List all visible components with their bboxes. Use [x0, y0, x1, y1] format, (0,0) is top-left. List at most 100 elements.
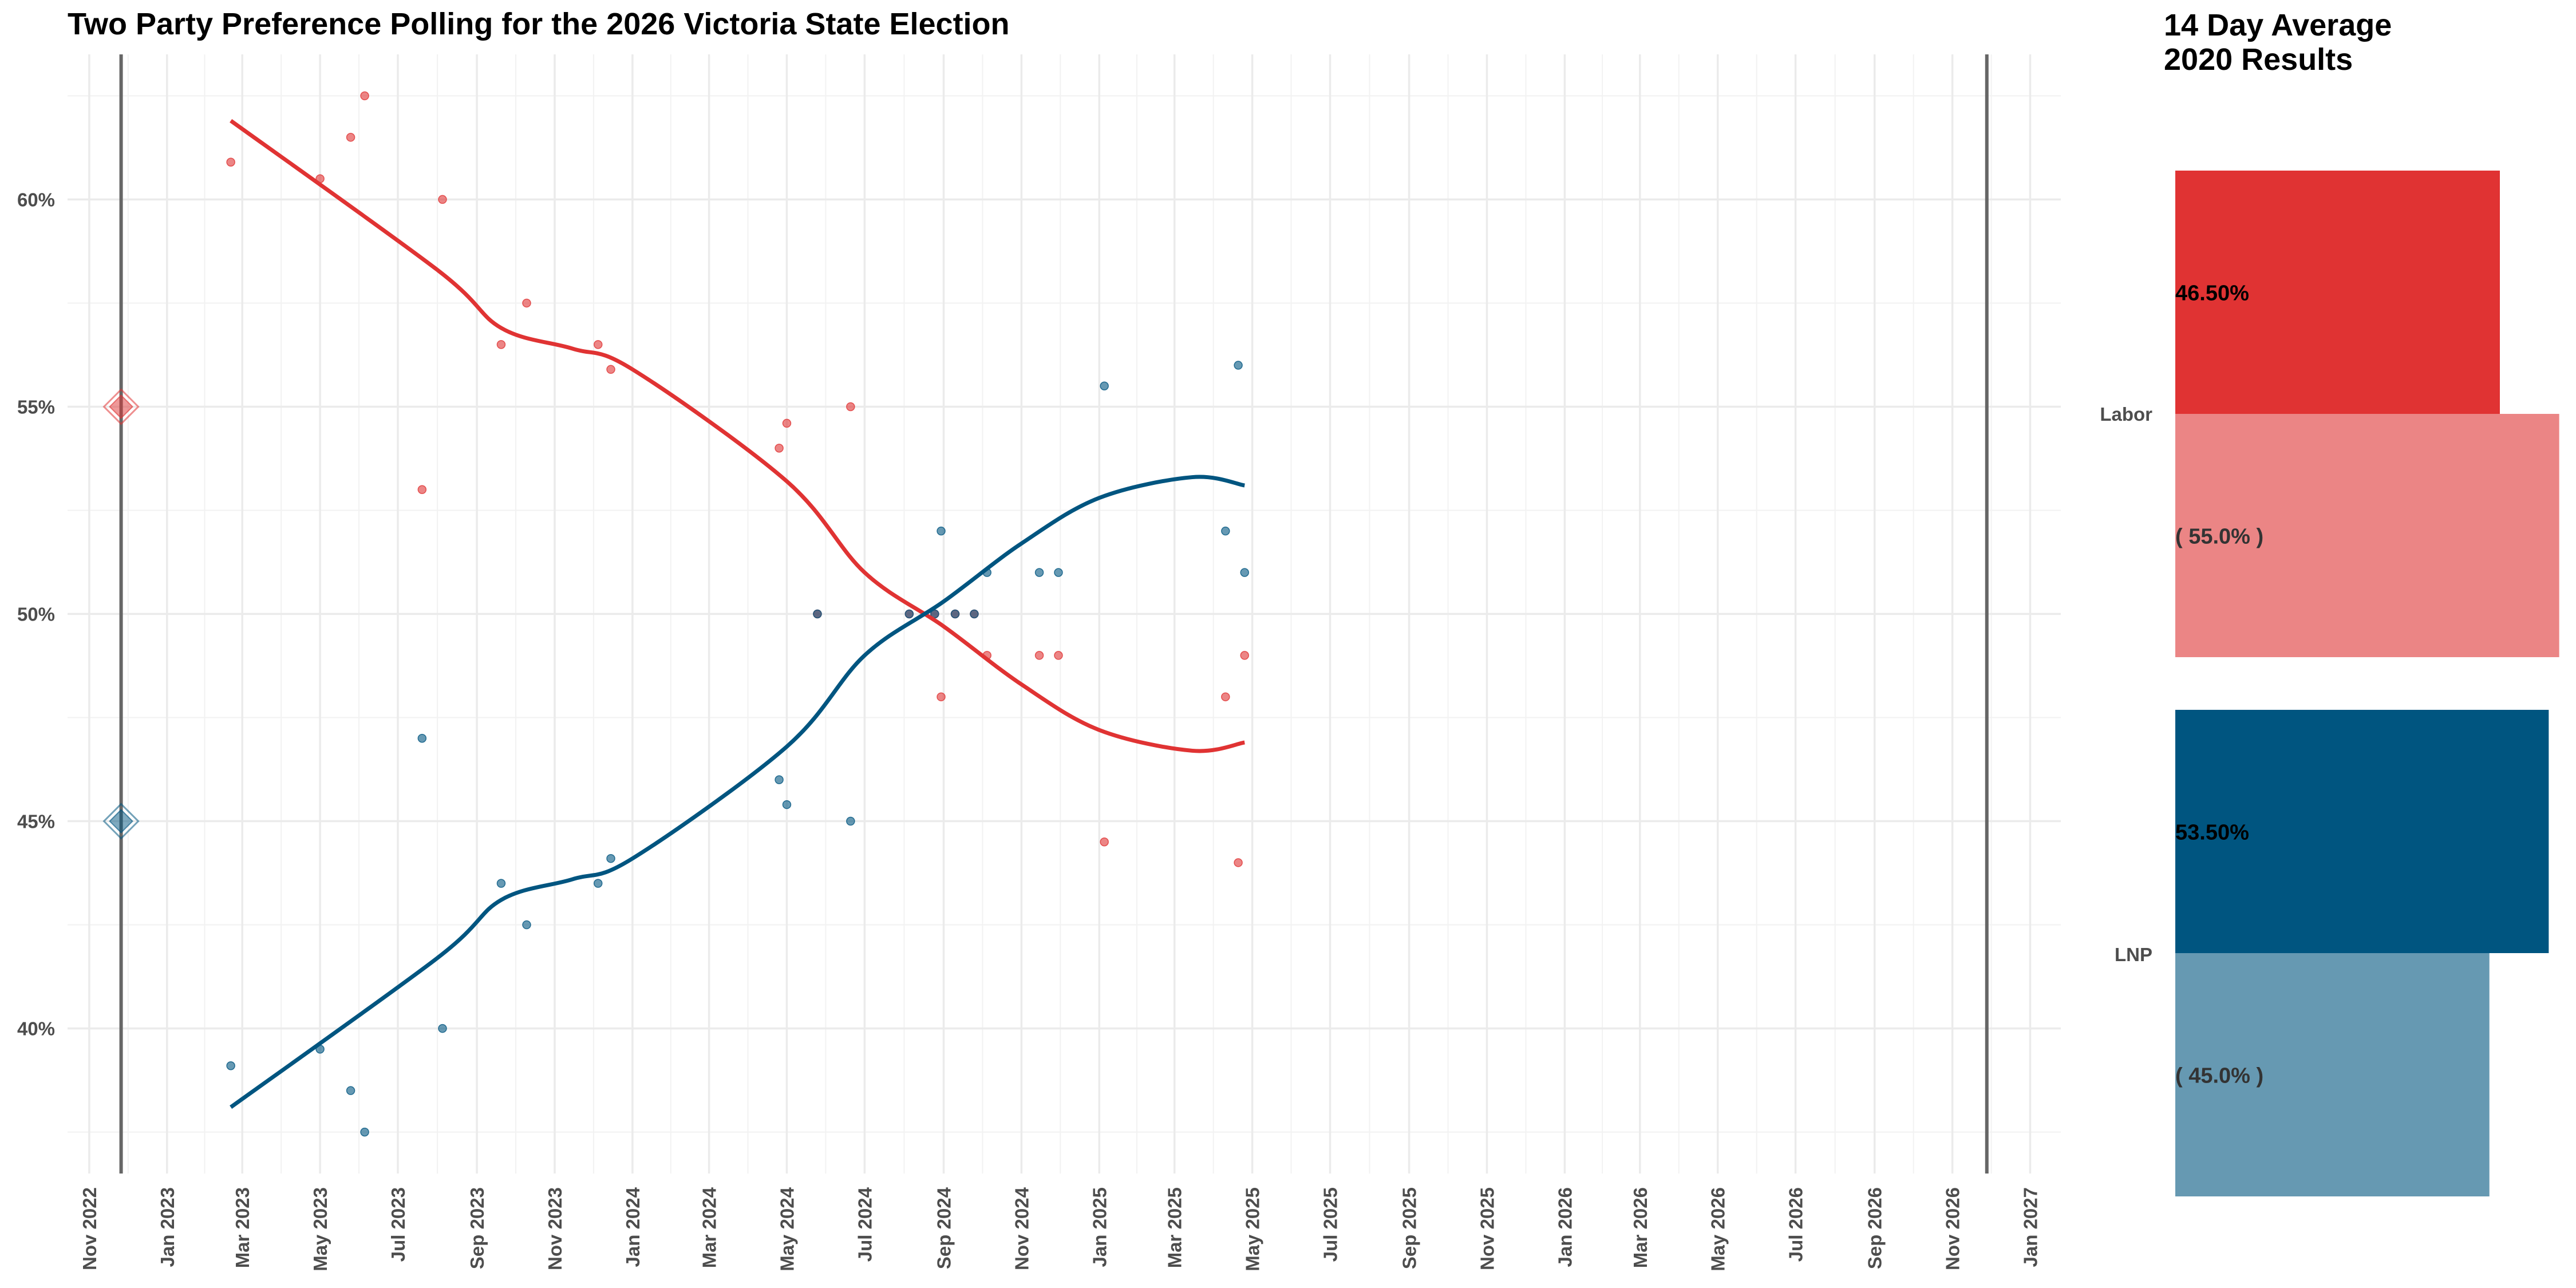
poll-points [226, 91, 1249, 1137]
poll-point-lnp [782, 800, 792, 809]
poll-point-lnp [346, 1086, 355, 1095]
poll-point-lnp [606, 854, 615, 863]
y-tick-label: 40% [17, 1018, 55, 1040]
poll-point-labor [1234, 858, 1243, 867]
election-lines [119, 54, 1989, 1174]
bar-value-label: ( 55.0% ) [2175, 525, 2263, 549]
x-tick-label: Jul 2025 [1319, 1187, 1341, 1262]
poll-point-lnp [522, 920, 531, 930]
x-tick-label: Nov 2023 [544, 1187, 566, 1270]
axis-ticks: 40% 45% 50% 55% 60% Nov 2022 Jan 2023 Mar 2023 M… [17, 189, 2041, 1271]
x-tick-label: May 2024 [776, 1187, 797, 1271]
x-tick-label: Sep 2026 [1864, 1187, 1886, 1269]
x-tick-label: Sep 2025 [1399, 1187, 1420, 1269]
poll-point-lnp [226, 1061, 235, 1070]
bar-panel-title-line-1: 14 Day Average [2164, 8, 2392, 42]
poll-point-labor [594, 340, 603, 349]
poll-point-labor [1034, 651, 1044, 660]
poll-point-labor [438, 195, 447, 204]
poll-point-labor [937, 692, 946, 702]
trend-line-labor [230, 119, 1245, 753]
x-tick-label: Mar 2024 [699, 1187, 720, 1268]
poll-point-labor [1240, 651, 1249, 660]
x-tick-label: Jul 2026 [1785, 1187, 1807, 1262]
poll-point-labor [226, 157, 235, 167]
poll-point-labor [606, 365, 615, 374]
x-tick-label: Mar 2023 [232, 1187, 253, 1268]
poll-point-labor [1100, 837, 1109, 847]
trend-lines [230, 119, 1245, 1109]
poll-point-lnp [846, 816, 855, 826]
x-tick-label: Jan 2027 [2020, 1187, 2041, 1267]
bar-panel-title-line-2: 2020 Results [2164, 42, 2353, 77]
y-tick-label: 55% [17, 396, 55, 417]
x-tick-label: Jul 2023 [388, 1187, 409, 1262]
poll-point-lnp [417, 733, 427, 743]
x-tick-label: Jul 2024 [854, 1187, 875, 1262]
poll-point-labor [1221, 692, 1230, 702]
x-tick-label: May 2025 [1242, 1187, 1263, 1271]
x-tick-label: Nov 2025 [1477, 1187, 1498, 1270]
x-tick-label: Nov 2026 [1942, 1187, 1963, 1270]
poll-point-lnp [1034, 568, 1044, 577]
bar-panel: Labor 46.50% ( 55.0% ) LNP 53.50% ( 45.0% ) [2100, 171, 2559, 1196]
x-tick-label: Nov 2024 [1011, 1187, 1032, 1270]
poll-point-lnp [438, 1024, 447, 1033]
bar-lnp-average [2175, 710, 2549, 953]
poll-point-lnp [775, 775, 784, 784]
x-tick-label: Sep 2023 [467, 1187, 488, 1269]
poll-point-lnp [1054, 568, 1063, 577]
poll-point-lnp [1240, 568, 1249, 577]
x-tick-label: Jan 2023 [157, 1187, 178, 1267]
poll-point-lnp [937, 526, 946, 536]
result-diamond-outline-labor [102, 388, 140, 425]
y-tick-label: 60% [17, 189, 55, 210]
x-tick-label: Mar 2026 [1630, 1187, 1651, 1268]
poll-point-labor [496, 340, 506, 349]
x-tick-label: May 2023 [310, 1187, 331, 1271]
poll-point-lnp [950, 609, 960, 619]
y-tick-label: 45% [17, 811, 55, 832]
poll-point-labor [522, 298, 531, 308]
poll-point-labor [782, 418, 792, 428]
bar-lnp-results [2175, 953, 2490, 1196]
grid [68, 54, 2061, 1174]
y-tick-label: 50% [17, 604, 55, 625]
poll-point-lnp [1221, 526, 1230, 536]
x-tick-label: Nov 2022 [79, 1187, 100, 1270]
bar-value-label: ( 45.0% ) [2175, 1064, 2263, 1088]
poll-point-labor [360, 91, 369, 101]
x-tick-label: Jan 2026 [1554, 1187, 1575, 1267]
poll-point-labor [1054, 651, 1063, 660]
previous-results [102, 388, 140, 840]
poll-point-labor [346, 133, 355, 142]
poll-point-labor [775, 444, 784, 453]
poll-point-labor [846, 402, 855, 412]
result-diamond-outline-lnp [102, 803, 140, 840]
bar-category-label-lnp: LNP [2115, 944, 2152, 965]
poll-point-lnp [594, 879, 603, 888]
bar-value-label: 53.50% [2175, 821, 2249, 845]
x-tick-label: Jan 2024 [622, 1187, 643, 1267]
poll-point-lnp [904, 609, 914, 619]
chart-title: Two Party Preference Polling for the 202… [68, 7, 1010, 41]
result-diamond-labor [109, 394, 133, 419]
bar-value-label: 46.50% [2175, 282, 2249, 306]
poll-point-lnp [813, 609, 822, 619]
poll-point-lnp [360, 1127, 369, 1137]
poll-point-lnp [970, 609, 979, 619]
poll-point-lnp [496, 879, 506, 888]
trend-line-lnp [230, 475, 1245, 1109]
result-diamond-lnp [109, 809, 133, 833]
poll-point-lnp [1234, 361, 1243, 370]
poll-point-lnp [1100, 381, 1109, 391]
bar-labor-results [2175, 414, 2559, 657]
x-tick-label: May 2026 [1708, 1187, 1729, 1271]
x-tick-label: Jan 2025 [1089, 1187, 1110, 1267]
bar-category-label-labor: Labor [2100, 404, 2152, 425]
poll-point-labor [417, 485, 427, 495]
bar-labor-average [2175, 171, 2500, 414]
x-tick-label: Mar 2025 [1164, 1187, 1186, 1268]
x-tick-label: Sep 2024 [933, 1187, 954, 1269]
